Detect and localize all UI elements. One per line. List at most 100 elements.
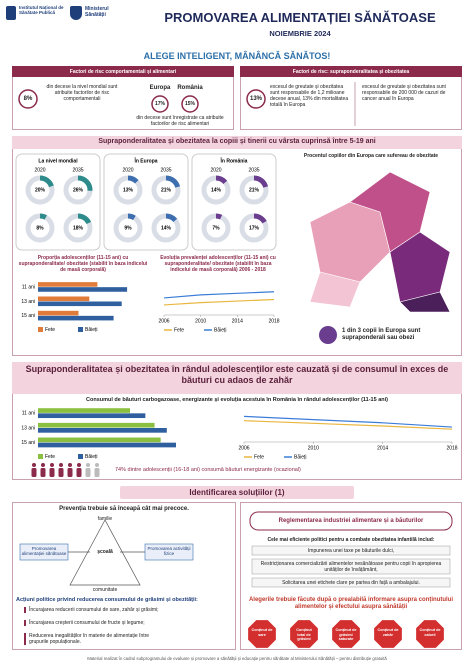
donut-arc — [215, 175, 228, 185]
diagram-box-label: Promovarea alimentației sănătoase — [21, 546, 67, 557]
series-line — [163, 298, 275, 306]
footer: Material realizat în cadrul subprogramul… — [87, 656, 387, 661]
chart-title: Proporția adolescenților (11-15 ani) cu … — [18, 255, 148, 273]
octagon-label: Conținut de zahăr — [377, 628, 399, 637]
legend-label: Băieți — [214, 327, 227, 333]
person-body — [85, 468, 91, 477]
region-label: România — [177, 85, 203, 91]
list-item: Reducerea inegalităților în materie de a… — [24, 633, 169, 645]
logo-crest — [70, 6, 82, 20]
poster-date: NOIEMBRIE 2024 — [269, 29, 331, 38]
donut-arc — [127, 213, 136, 221]
energy-note: 74% dintre adolescenții (16-18 ani) cons… — [115, 467, 301, 473]
bar — [38, 282, 98, 287]
octagon-label: Conținut total de grăsimi — [296, 628, 312, 642]
bar — [38, 413, 146, 419]
donut-arc — [253, 213, 267, 224]
measure-item: Restricționarea comercializării alimente… — [260, 561, 442, 573]
legend-label: Fete — [174, 327, 184, 333]
bar-chart: 11 ani 13 ani 15 ani Fete Băieți — [21, 282, 128, 333]
map-region — [309, 271, 361, 308]
region-label: Europa — [149, 85, 171, 91]
donut-arc — [165, 213, 178, 223]
badge — [18, 89, 38, 109]
octagon — [416, 620, 444, 648]
donut-arc — [165, 175, 181, 188]
legend-swatch — [78, 454, 83, 459]
line-chart: 2006 2010 2014 2018 Fete Băieți — [238, 415, 458, 460]
section-title: Identificarea soluțiilor (1) — [189, 488, 285, 497]
x-tick-label: 2010 — [195, 318, 206, 324]
section-header — [120, 486, 354, 499]
map-region — [389, 231, 451, 303]
year-label: 2020 — [210, 167, 221, 173]
octagon — [332, 620, 360, 648]
legend-label: Fete — [45, 454, 55, 460]
item-box — [251, 558, 451, 575]
person-head — [68, 463, 72, 467]
prevention-text: Prevenția trebuie să înceapă cât mai pre… — [59, 506, 189, 512]
choices-text: Alegerile trebuie făcute după o prealabi… — [248, 597, 454, 611]
group-label: În România — [220, 156, 248, 164]
poster-title: PROMOVAREA ALIMENTAȚIEI SĂNĂTOASE — [164, 10, 436, 25]
group-frame — [15, 153, 101, 251]
donut-arc — [39, 213, 47, 220]
donut-arc — [215, 213, 223, 220]
donut-label: 17% — [249, 225, 260, 231]
x-tick-label: 2018 — [446, 445, 457, 451]
x-tick-label: 2006 — [238, 445, 249, 451]
callout — [249, 511, 453, 531]
section-title: Supraponderalitatea și obezitatea în rân… — [25, 364, 449, 385]
category-label: 11 ani — [22, 411, 35, 417]
diagram-triangle — [69, 519, 141, 586]
note: 1 din 3 copii în Europa sunt supraponder… — [342, 328, 421, 342]
group-label: În Europa — [133, 156, 157, 164]
badge — [181, 95, 199, 113]
bar — [38, 301, 122, 307]
bar — [38, 296, 90, 302]
bar — [38, 315, 114, 321]
legend-label: Băieți — [294, 454, 307, 460]
legend-swatch — [78, 327, 83, 332]
person-head — [77, 463, 81, 467]
icon — [319, 326, 337, 344]
pictogram — [31, 463, 100, 477]
institute-name: Institutul Național de Sănătate Publică — [19, 5, 64, 16]
octagon-label: Conținut de grăsimi saturate — [335, 628, 357, 642]
badge-value: 17% — [154, 101, 165, 107]
donut-label: 26% — [73, 187, 84, 193]
category-label: 15 ani — [21, 313, 35, 319]
year-label: 2035 — [72, 167, 83, 173]
donut-label: 13% — [123, 187, 134, 193]
year-label: 2035 — [160, 167, 171, 173]
person-body — [49, 468, 55, 477]
panel-title: Factori de risc comportamentali și alime… — [69, 69, 177, 75]
person-body — [94, 468, 100, 477]
badge-text: excesul de greutate și obezitatea sunt r… — [270, 84, 349, 108]
donut-arc — [77, 213, 92, 225]
donut-label: 14% — [161, 225, 172, 231]
series-line — [243, 415, 453, 428]
diagram-box — [144, 543, 194, 561]
category-label: 13 ani — [21, 425, 35, 431]
person-body — [40, 468, 46, 477]
person-body — [58, 468, 64, 477]
person-head — [59, 463, 63, 467]
measure-item: Solicitarea unei etichete clare pe parte… — [282, 580, 420, 586]
legend-label: Fete — [45, 327, 55, 333]
octagon — [374, 620, 402, 648]
group-frame — [191, 153, 277, 251]
legend-label: Băieți — [85, 454, 98, 460]
donut-arc — [253, 175, 269, 188]
diagram-box — [19, 543, 69, 561]
badge — [151, 95, 169, 113]
panel — [12, 502, 236, 650]
chart-title: Consumul de băuturi carbogazoase, energi… — [86, 397, 388, 403]
x-tick-label: 2006 — [158, 318, 169, 324]
slogan: ALEGE INTELIGENT, MÂNÂNCĂ SĂNĂTOS! — [143, 51, 331, 61]
donut-label: 9% — [124, 225, 132, 231]
legend-swatch — [38, 327, 43, 332]
person-head — [32, 463, 36, 467]
